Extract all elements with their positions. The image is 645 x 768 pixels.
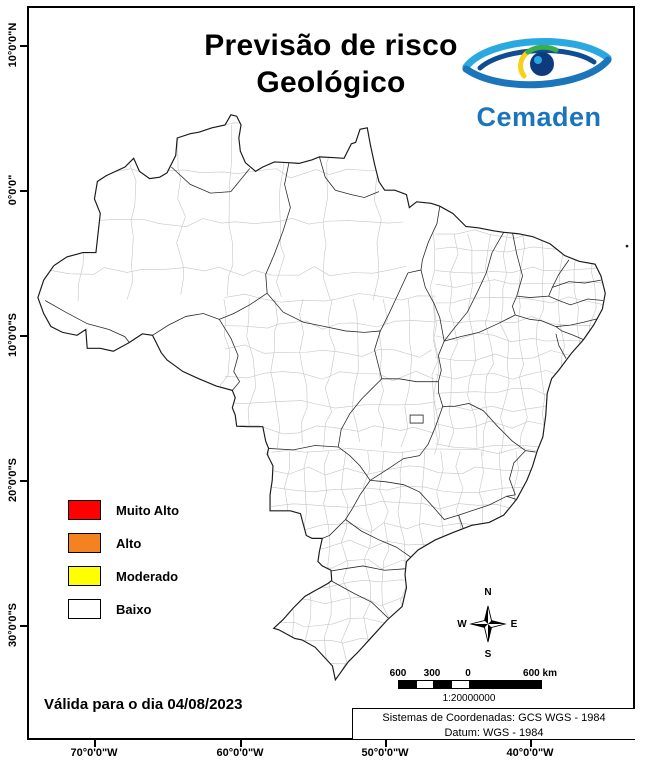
- legend-item-moderado: Moderado: [68, 566, 179, 586]
- legend-item-baixo: Baixo: [68, 599, 179, 619]
- lat-label: 10°0'0"S: [7, 312, 19, 358]
- legend-label: Moderado: [116, 568, 179, 584]
- coord-system-line: Sistemas de Coordenadas: GCS WGS - 1984: [382, 712, 606, 724]
- legend-item-alto: Alto: [68, 533, 179, 553]
- lon-label: 50°0'0"W: [361, 747, 409, 759]
- lon-tick: [240, 740, 242, 747]
- scale-label: 600 km: [523, 668, 557, 679]
- lat-tick: [20, 45, 27, 47]
- coordinate-system-note: Sistemas de Coordenadas: GCS WGS - 1984 …: [352, 708, 635, 739]
- title-line-2: Geológico: [256, 65, 406, 99]
- lat-tick: [20, 480, 27, 482]
- scale-bar-labels: 600 300 0 600 km: [389, 668, 562, 680]
- cemaden-eye-icon: [462, 38, 612, 89]
- state-boundaries: [44, 156, 604, 619]
- lat-label: 30°0'0"S: [7, 602, 19, 648]
- lon-tick: [385, 740, 387, 747]
- lon-tick: [530, 740, 532, 747]
- lon-label: 70°0'0"W: [70, 747, 118, 759]
- risk-legend: Muito Alto Alto Moderado Baixo: [68, 500, 179, 632]
- lon-tick: [94, 740, 96, 747]
- legend-swatch-alto: [68, 533, 101, 553]
- legend-item-muito-alto: Muito Alto: [68, 500, 179, 520]
- scale-bar-blocks: [398, 680, 542, 689]
- island-marker: [625, 244, 629, 248]
- compass-e-label: E: [511, 619, 518, 630]
- scale-label: 0: [465, 668, 471, 679]
- lat-label: 20°0'0"S: [7, 457, 19, 503]
- scale-ratio: 1:20000000: [442, 693, 496, 704]
- lon-label: 40°0'0"W: [506, 747, 554, 759]
- page-title: Previsão de risco Geológico: [27, 28, 635, 101]
- datum-line: Datum: WGS - 1984: [444, 726, 544, 739]
- legend-label: Baixo: [116, 601, 152, 617]
- cemaden-wordmark: Cemaden: [476, 102, 602, 132]
- scale-bar: 600 300 0 600 km 1:20000000: [389, 668, 562, 704]
- compass-s-label: S: [485, 649, 492, 660]
- validity-date: Válida para o dia 04/08/2023: [44, 696, 243, 713]
- legend-swatch-moderado: [68, 566, 101, 586]
- compass-w-label: W: [457, 619, 467, 630]
- lat-label: 0°0'0": [7, 174, 19, 206]
- cemaden-logo: Cemaden: [452, 30, 626, 133]
- legend-swatch-muito-alto: [68, 500, 101, 520]
- lat-tick: [20, 625, 27, 627]
- scale-label: 300: [423, 668, 441, 679]
- legend-swatch-baixo: [68, 599, 101, 619]
- compass-rose-icon: N W E S: [457, 587, 518, 660]
- lat-tick: [20, 190, 27, 192]
- lon-label: 60°0'0"W: [216, 747, 264, 759]
- country-outline: [37, 114, 606, 682]
- compass-n-label: N: [484, 587, 491, 598]
- legend-label: Muito Alto: [116, 502, 180, 518]
- lat-label: 10°0'0"N: [7, 22, 19, 68]
- legend-label: Alto: [116, 535, 142, 551]
- brazil-map: [37, 114, 629, 682]
- scale-label: 600: [389, 668, 407, 679]
- lat-tick: [20, 335, 27, 337]
- title-line-1: Previsão de risco: [204, 29, 458, 62]
